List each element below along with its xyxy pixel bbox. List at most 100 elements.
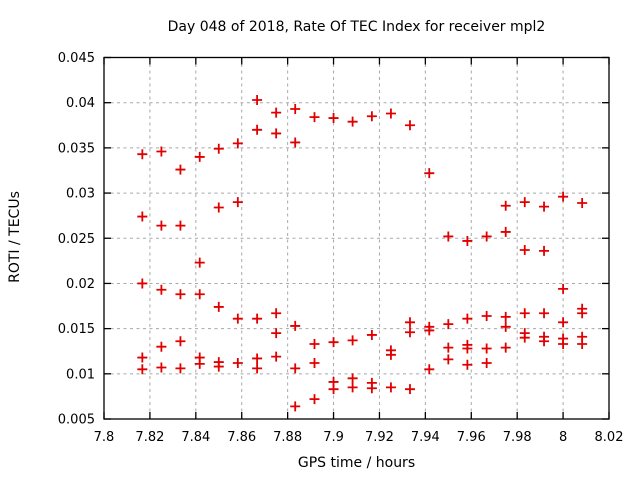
x-tick-label: 7.88	[273, 430, 302, 445]
data-point-marker	[558, 283, 569, 294]
y-tick-label: 0.005	[58, 413, 95, 428]
data-point-marker	[137, 278, 148, 289]
data-point-marker	[271, 328, 282, 339]
data-point-marker	[424, 325, 435, 336]
data-point-marker	[271, 128, 282, 139]
data-point-marker	[347, 382, 358, 393]
data-point-marker	[404, 327, 415, 338]
x-tick-label: 8	[559, 430, 567, 445]
data-point-marker	[232, 357, 243, 368]
x-tick-label: 7.86	[227, 430, 256, 445]
x-tick-label: 7.84	[181, 430, 210, 445]
data-point-marker	[213, 202, 224, 213]
data-point-marker	[500, 311, 511, 322]
data-point-marker	[366, 383, 377, 394]
data-point-marker	[309, 357, 320, 368]
x-tick-label: 8.02	[595, 430, 624, 445]
data-point-marker	[156, 146, 167, 157]
data-point-marker	[558, 317, 569, 328]
x-tick-label: 7.8	[94, 430, 115, 445]
y-tick-label: 0.045	[58, 51, 95, 66]
data-point-marker	[156, 284, 167, 295]
data-point-marker	[366, 329, 377, 340]
data-point-marker	[328, 113, 339, 124]
data-point-marker	[232, 197, 243, 208]
data-point-marker	[194, 289, 205, 300]
data-point-marker	[194, 151, 205, 162]
data-point-marker	[194, 358, 205, 369]
data-point-marker	[252, 94, 263, 105]
y-tick-label: 0.02	[66, 277, 95, 292]
data-point-marker	[481, 357, 492, 368]
data-point-marker	[175, 336, 186, 347]
data-point-marker	[347, 335, 358, 346]
data-point-marker	[462, 235, 473, 246]
x-tick-label: 7.92	[365, 430, 394, 445]
data-point-marker	[539, 245, 550, 256]
y-tick-label: 0.025	[58, 232, 95, 247]
data-point-marker	[558, 338, 569, 349]
data-point-marker	[347, 373, 358, 384]
y-tick-label: 0.04	[66, 96, 95, 111]
data-point-marker	[175, 289, 186, 300]
data-point-marker	[213, 143, 224, 154]
y-tick-label: 0.01	[66, 367, 95, 382]
data-point-marker	[309, 338, 320, 349]
data-point-marker	[137, 149, 148, 160]
data-point-marker	[309, 112, 320, 123]
y-tick-label: 0.015	[58, 322, 95, 337]
data-point-marker	[500, 200, 511, 211]
data-series-roti	[137, 94, 588, 412]
data-point-marker	[385, 108, 396, 119]
data-point-marker	[252, 363, 263, 374]
data-point-marker	[347, 116, 358, 127]
data-point-marker	[137, 352, 148, 363]
data-point-marker	[156, 341, 167, 352]
data-point-marker	[539, 308, 550, 319]
x-tick-label: 7.94	[411, 430, 440, 445]
data-point-marker	[577, 338, 588, 349]
data-point-marker	[462, 343, 473, 354]
data-point-marker	[500, 226, 511, 237]
data-point-marker	[290, 104, 301, 115]
data-point-marker	[385, 382, 396, 393]
data-point-marker	[232, 313, 243, 324]
data-point-marker	[213, 301, 224, 312]
data-point-marker	[519, 308, 530, 319]
data-point-marker	[539, 201, 550, 212]
data-point-marker	[290, 363, 301, 374]
data-point-marker	[194, 257, 205, 268]
data-point-marker	[385, 349, 396, 360]
data-point-marker	[462, 313, 473, 324]
x-tick-label: 7.96	[457, 430, 486, 445]
data-point-marker	[328, 384, 339, 395]
data-point-marker	[290, 320, 301, 331]
data-point-marker	[175, 164, 186, 175]
data-point-marker	[366, 111, 377, 122]
x-tick-label: 7.9	[323, 430, 344, 445]
data-point-marker	[175, 220, 186, 231]
data-point-marker	[137, 364, 148, 375]
data-point-marker	[271, 107, 282, 118]
data-point-marker	[137, 211, 148, 222]
data-point-marker	[424, 168, 435, 179]
data-point-marker	[252, 124, 263, 135]
data-point-marker	[577, 308, 588, 319]
data-point-marker	[328, 337, 339, 348]
data-point-marker	[443, 354, 454, 365]
data-point-marker	[500, 342, 511, 353]
data-point-marker	[404, 120, 415, 131]
data-point-marker	[424, 364, 435, 375]
y-tick-label: 0.03	[66, 187, 95, 202]
data-point-marker	[558, 191, 569, 202]
data-point-marker	[500, 321, 511, 332]
data-point-marker	[213, 361, 224, 372]
data-point-marker	[271, 308, 282, 319]
data-point-marker	[271, 351, 282, 362]
data-point-marker	[175, 363, 186, 374]
data-point-marker	[539, 336, 550, 347]
x-axis-label: GPS time / hours	[297, 455, 416, 471]
data-point-marker	[309, 394, 320, 405]
